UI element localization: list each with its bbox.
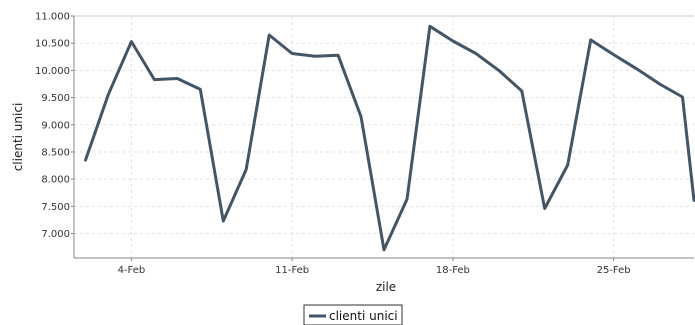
y-tick-label: 8.000: [41, 175, 70, 186]
y-tick-label: 7.500: [41, 202, 70, 213]
plot-area: [74, 16, 694, 258]
x-tick-label: 18-Feb: [436, 265, 470, 276]
y-axis-ticks: 7.000 7.500 8.000 8.500 9.000 9.500 10.000 10.5…: [35, 12, 74, 240]
y-axis-label: clienti unici: [11, 103, 25, 172]
y-tick-label: 10.500: [35, 39, 70, 50]
legend: clienti unici: [303, 304, 403, 325]
x-axis-ticks: 4-Feb 11-Feb 18-Feb 25-Feb: [118, 258, 631, 276]
series-layer: [84, 24, 695, 252]
x-tick-label: 11-Feb: [275, 265, 309, 276]
y-tick-label: 10.000: [35, 66, 70, 77]
legend-box: [303, 304, 403, 325]
series-line: [84, 24, 695, 252]
y-tick-label: 9.000: [41, 120, 70, 131]
y-tick-label: 11.000: [35, 12, 70, 23]
x-axis-label: zile: [376, 280, 396, 294]
y-tick-label: 9.500: [41, 93, 70, 104]
x-tick-label: 4-Feb: [118, 265, 146, 276]
y-tick-label: 7.000: [41, 229, 70, 240]
legend-label: clienti unici: [329, 309, 398, 323]
x-tick-label: 25-Feb: [597, 265, 631, 276]
y-tick-label: 8.500: [41, 147, 70, 158]
